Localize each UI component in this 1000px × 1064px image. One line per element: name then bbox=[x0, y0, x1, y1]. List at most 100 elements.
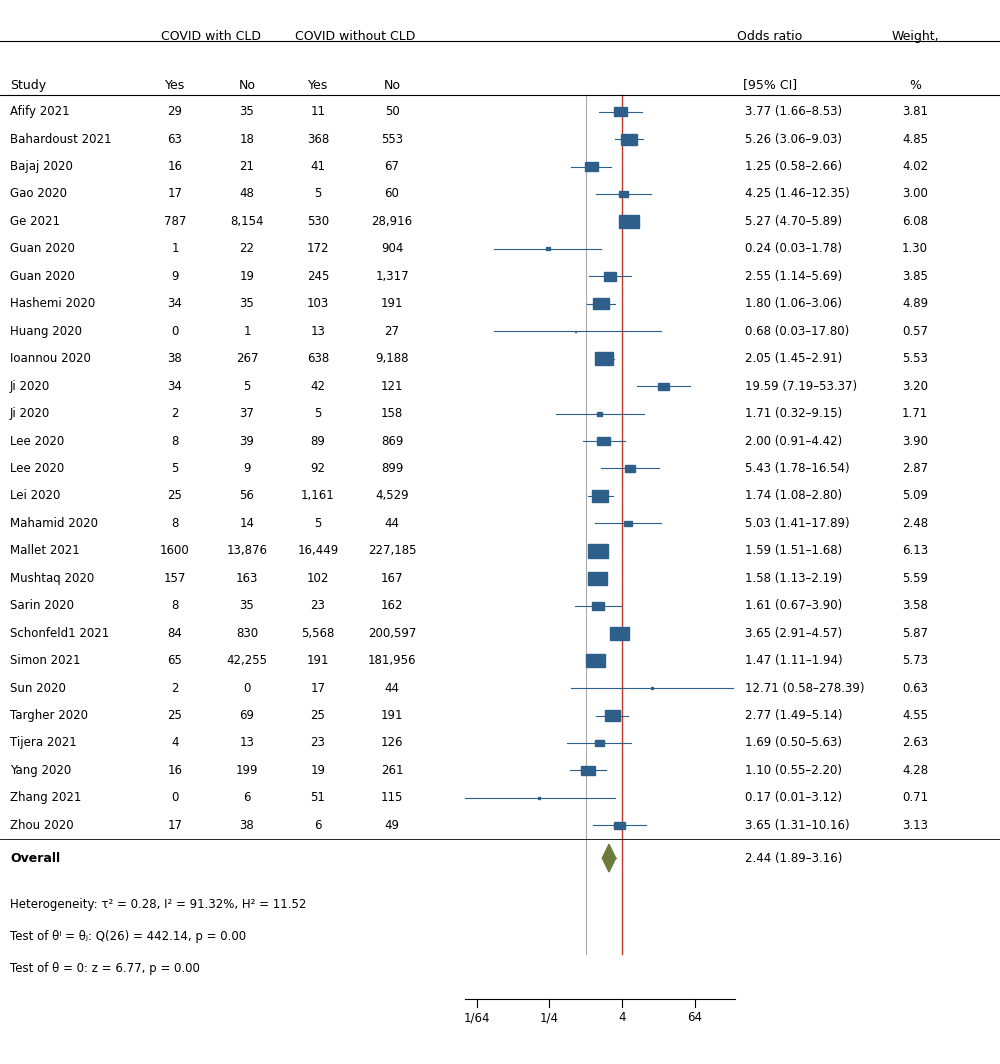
Text: Hashemi 2020: Hashemi 2020 bbox=[10, 297, 95, 311]
Text: 261: 261 bbox=[381, 764, 403, 777]
Bar bbox=[610, 627, 629, 639]
Text: 3.58: 3.58 bbox=[902, 599, 928, 612]
Text: 2.55 (1.14–5.69): 2.55 (1.14–5.69) bbox=[745, 270, 842, 283]
Text: No: No bbox=[239, 79, 256, 92]
Bar bbox=[658, 383, 669, 389]
Text: 2.00 (0.91–4.42): 2.00 (0.91–4.42) bbox=[745, 434, 842, 448]
Text: 14: 14 bbox=[240, 517, 254, 530]
Text: Guan 2020: Guan 2020 bbox=[10, 243, 75, 255]
Text: Schonfeld1 2021: Schonfeld1 2021 bbox=[10, 627, 109, 639]
Text: 67: 67 bbox=[384, 160, 400, 173]
Bar bbox=[605, 711, 620, 720]
Text: Ji 2020: Ji 2020 bbox=[10, 380, 50, 393]
Text: 37: 37 bbox=[240, 408, 254, 420]
Text: 5,568: 5,568 bbox=[301, 627, 335, 639]
Text: Heterogeneity: τ² = 0.28, I² = 91.32%, H² = 11.52: Heterogeneity: τ² = 0.28, I² = 91.32%, H… bbox=[10, 898, 306, 912]
Text: 2.48: 2.48 bbox=[902, 517, 928, 530]
Text: 4: 4 bbox=[171, 736, 179, 749]
Text: 3.81: 3.81 bbox=[902, 105, 928, 118]
Bar bbox=[619, 190, 628, 197]
Bar bbox=[595, 352, 613, 365]
Text: 2.44 (1.89–3.16): 2.44 (1.89–3.16) bbox=[745, 851, 842, 865]
Bar bbox=[585, 162, 598, 171]
Text: 1.69 (0.50–5.63): 1.69 (0.50–5.63) bbox=[745, 736, 842, 749]
Text: 1/4: 1/4 bbox=[540, 1012, 559, 1025]
Text: 126: 126 bbox=[381, 736, 403, 749]
Text: Targher 2020: Targher 2020 bbox=[10, 709, 88, 722]
Text: 4.25 (1.46–12.35): 4.25 (1.46–12.35) bbox=[745, 187, 850, 200]
Text: 1: 1 bbox=[243, 325, 251, 337]
Text: 267: 267 bbox=[236, 352, 258, 365]
Text: 35: 35 bbox=[240, 297, 254, 311]
Text: 5.73: 5.73 bbox=[902, 654, 928, 667]
Text: COVID without CLD: COVID without CLD bbox=[295, 30, 415, 43]
Bar bbox=[597, 412, 602, 416]
Text: 21: 21 bbox=[240, 160, 254, 173]
Text: Odds ratio: Odds ratio bbox=[737, 30, 803, 43]
Text: 5.26 (3.06–9.03): 5.26 (3.06–9.03) bbox=[745, 133, 842, 146]
Text: 25: 25 bbox=[311, 709, 325, 722]
Text: 65: 65 bbox=[168, 654, 182, 667]
Text: 102: 102 bbox=[307, 571, 329, 585]
Text: Mallet 2021: Mallet 2021 bbox=[10, 545, 80, 558]
Text: 3.00: 3.00 bbox=[902, 187, 928, 200]
Text: 5: 5 bbox=[314, 517, 322, 530]
Text: 3.65 (2.91–4.57): 3.65 (2.91–4.57) bbox=[745, 627, 842, 639]
Text: 3.77 (1.66–8.53): 3.77 (1.66–8.53) bbox=[745, 105, 842, 118]
Text: Guan 2020: Guan 2020 bbox=[10, 270, 75, 283]
Text: 115: 115 bbox=[381, 792, 403, 804]
Text: 5.59: 5.59 bbox=[902, 571, 928, 585]
Text: 89: 89 bbox=[311, 434, 325, 448]
Text: 50: 50 bbox=[385, 105, 399, 118]
Text: 28,916: 28,916 bbox=[371, 215, 413, 228]
Text: 830: 830 bbox=[236, 627, 258, 639]
Text: Bahardoust 2021: Bahardoust 2021 bbox=[10, 133, 112, 146]
Text: 6: 6 bbox=[243, 792, 251, 804]
Text: 11: 11 bbox=[310, 105, 326, 118]
Text: %: % bbox=[909, 79, 921, 92]
Bar bbox=[593, 298, 609, 310]
Text: Tijera 2021: Tijera 2021 bbox=[10, 736, 77, 749]
Bar bbox=[651, 687, 653, 688]
Text: 121: 121 bbox=[381, 380, 403, 393]
Text: 162: 162 bbox=[381, 599, 403, 612]
Text: 34: 34 bbox=[168, 380, 182, 393]
Bar bbox=[604, 272, 616, 281]
Text: 23: 23 bbox=[311, 736, 325, 749]
Text: Test of θᴵ = θⱼ: Q(26) = 442.14, p = 0.00: Test of θᴵ = θⱼ: Q(26) = 442.14, p = 0.0… bbox=[10, 930, 246, 944]
Text: 191: 191 bbox=[381, 709, 403, 722]
Text: 869: 869 bbox=[381, 434, 403, 448]
Text: Yes: Yes bbox=[308, 79, 328, 92]
Text: Yes: Yes bbox=[165, 79, 185, 92]
Text: 9: 9 bbox=[243, 462, 251, 475]
Text: 4: 4 bbox=[618, 1012, 626, 1025]
Text: 44: 44 bbox=[384, 517, 400, 530]
Text: 1.25 (0.58–2.66): 1.25 (0.58–2.66) bbox=[745, 160, 842, 173]
Text: 1: 1 bbox=[171, 243, 179, 255]
Text: 787: 787 bbox=[164, 215, 186, 228]
Text: 17: 17 bbox=[310, 682, 326, 695]
Bar bbox=[538, 797, 540, 799]
Text: 19: 19 bbox=[310, 764, 326, 777]
Text: 6.13: 6.13 bbox=[902, 545, 928, 558]
Text: 368: 368 bbox=[307, 133, 329, 146]
Text: 51: 51 bbox=[311, 792, 325, 804]
Text: Weight,: Weight, bbox=[891, 30, 939, 43]
Text: 2: 2 bbox=[171, 408, 179, 420]
Bar bbox=[595, 741, 604, 746]
Text: 13: 13 bbox=[240, 736, 254, 749]
Bar bbox=[592, 491, 608, 501]
Text: 4.55: 4.55 bbox=[902, 709, 928, 722]
Text: 35: 35 bbox=[240, 105, 254, 118]
Text: Simon 2021: Simon 2021 bbox=[10, 654, 80, 667]
Text: 1.71: 1.71 bbox=[902, 408, 928, 420]
Text: 1.74 (1.08–2.80): 1.74 (1.08–2.80) bbox=[745, 489, 842, 502]
Text: 0.17 (0.01–3.12): 0.17 (0.01–3.12) bbox=[745, 792, 842, 804]
Text: 0.57: 0.57 bbox=[902, 325, 928, 337]
Text: 638: 638 bbox=[307, 352, 329, 365]
Text: 5: 5 bbox=[314, 187, 322, 200]
Bar bbox=[621, 134, 637, 145]
Text: 6.08: 6.08 bbox=[902, 215, 928, 228]
Bar bbox=[625, 465, 635, 471]
Text: 5.27 (4.70–5.89): 5.27 (4.70–5.89) bbox=[745, 215, 842, 228]
